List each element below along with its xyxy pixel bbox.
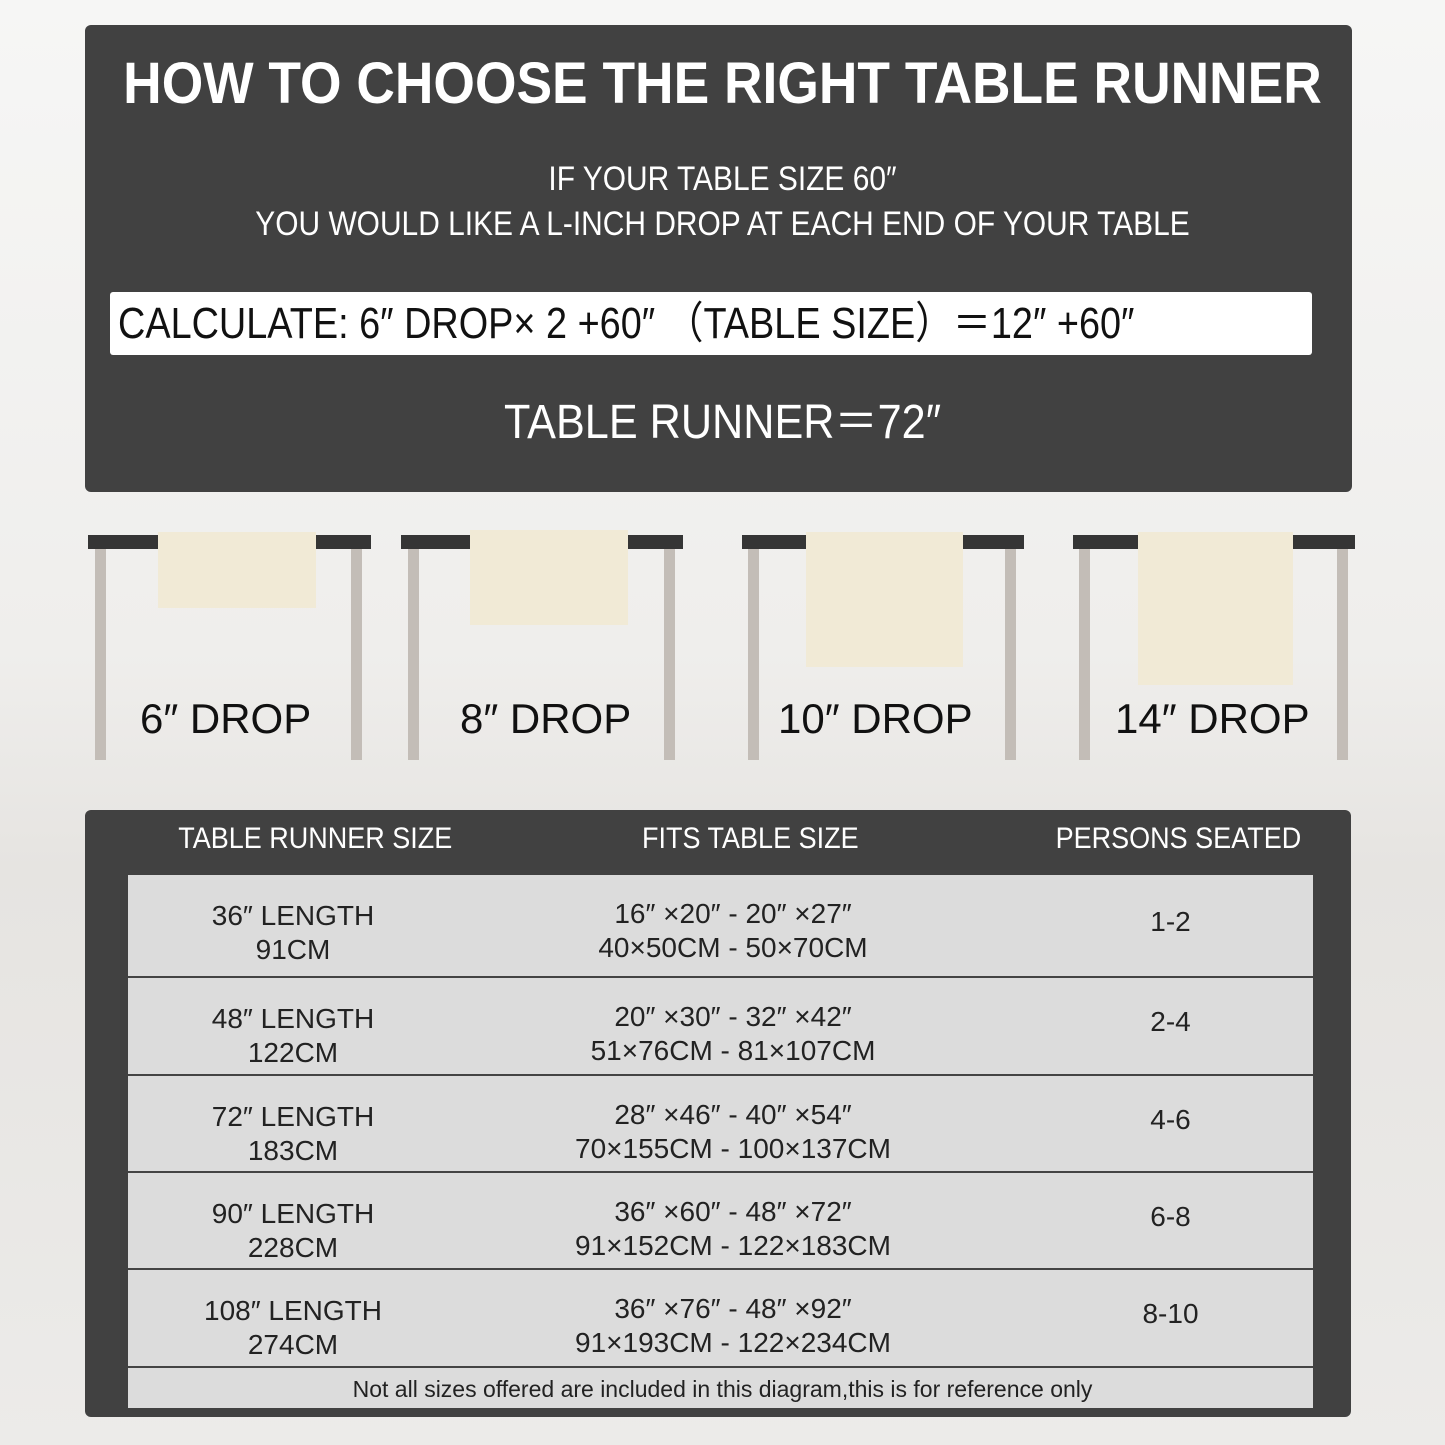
persons-seated: 2-4 (1150, 1006, 1191, 1037)
runner (470, 530, 628, 625)
runner-length-cm: 122CM (247, 1037, 339, 1068)
table-leg (1005, 549, 1016, 760)
table-leg (1079, 549, 1090, 760)
table-top (316, 535, 371, 549)
table-top (1293, 535, 1355, 549)
drop-label: 10″ DROP (778, 695, 973, 742)
table-leg (748, 549, 759, 760)
fits-size-cm: 70×155CM - 100×137CM (575, 1133, 891, 1164)
persons-seated: 1-2 (1150, 905, 1191, 937)
runner (1138, 532, 1293, 685)
table-top (1073, 535, 1138, 549)
table-row: 36″ LENGTH 91CM 16″ ×20″ - 20″ ×27″ 40×50CM… (128, 875, 1313, 978)
column-header-fits: FITS TABLE SIZE (642, 822, 859, 855)
drop-label: 8″ DROP (460, 695, 632, 742)
table-top (742, 535, 806, 549)
persons-seated: 8-10 (1142, 1298, 1199, 1329)
table-row: 108″ LENGTH 274CM 36″ ×76″ - 48″ ×92″ 91×19… (128, 1270, 1313, 1368)
drop-label: 6″ DROP (140, 695, 312, 742)
fits-size-inch: 20″ ×30″ - 32″ ×42″ (614, 1001, 852, 1032)
runner-length-cm: 228CM (247, 1232, 339, 1263)
table-top (628, 535, 683, 549)
fits-size-cm: 91×193CM - 122×234CM (575, 1327, 891, 1358)
table-row: 72″ LENGTH 183CM 28″ ×46″ - 40″ ×54″ 70×155… (128, 1076, 1313, 1173)
runner (806, 532, 963, 667)
table-row: 48″ LENGTH 122CM 20″ ×30″ - 32″ ×42″ 51×76C… (128, 978, 1313, 1076)
fits-size-inch: 36″ ×76″ - 48″ ×92″ (614, 1293, 852, 1324)
table-leg (351, 549, 362, 760)
table-top (401, 535, 470, 549)
calculation-box: CALCULATE: 6″ DROP× 2 +60″ （TABLE SIZE）＝… (110, 292, 1312, 355)
runner-length-cm: 274CM (247, 1329, 339, 1360)
runner-length-inch: 48″ LENGTH (211, 1003, 375, 1034)
table-leg (664, 549, 675, 760)
intro-line-2: YOU WOULD LIKE A L-INCH DROP AT EACH END… (255, 205, 1190, 243)
page-title: HOW TO CHOOSE THE RIGHT TABLE RUNNER (123, 51, 1322, 116)
runner (158, 532, 316, 608)
fits-size-inch: 28″ ×46″ - 40″ ×54″ (614, 1099, 852, 1130)
fits-size-cm: 51×76CM - 81×107CM (590, 1035, 876, 1066)
table-row: 90″ LENGTH 228CM 36″ ×60″ - 48″ ×72″ 91×152… (128, 1173, 1313, 1270)
fits-size-inch: 16″ ×20″ - 20″ ×27″ (614, 898, 852, 929)
table-top (88, 535, 158, 549)
fits-size-cm: 91×152CM - 122×183CM (575, 1230, 891, 1261)
runner-length-inch: 90″ LENGTH (211, 1198, 375, 1229)
runner-length-cm: 183CM (247, 1135, 339, 1166)
table-leg (408, 549, 419, 760)
persons-seated: 6-8 (1150, 1200, 1191, 1232)
calculation-text: CALCULATE: 6″ DROP× 2 +60″ （TABLE SIZE）＝… (118, 299, 1135, 348)
size-table: 36″ LENGTH 91CM 16″ ×20″ - 20″ ×27″ 40×50CM… (128, 875, 1313, 1408)
header-panel (85, 25, 1352, 492)
table-top (963, 535, 1024, 549)
runner-length-inch: 36″ LENGTH (211, 900, 375, 931)
fits-size-cm: 40×50CM - 50×70CM (598, 932, 868, 963)
runner-length-cm: 91CM (255, 934, 331, 965)
table-leg (1337, 549, 1348, 760)
column-header-runner-size: TABLE RUNNER SIZE (178, 822, 453, 855)
persons-seated: 4-6 (1150, 1103, 1191, 1135)
result-text: TABLE RUNNER＝72″ (503, 396, 942, 449)
column-header-persons: PERSONS SEATED (1055, 822, 1302, 855)
disclaimer-note: Not all sizes offered are included in th… (352, 1376, 1093, 1402)
intro-line-1: IF YOUR TABLE SIZE 60″ (548, 160, 897, 198)
drop-label: 14″ DROP (1115, 695, 1310, 742)
runner-length-inch: 108″ LENGTH (204, 1295, 382, 1326)
table-leg (95, 549, 106, 760)
fits-size-inch: 36″ ×60″ - 48″ ×72″ (614, 1196, 852, 1227)
runner-length-inch: 72″ LENGTH (211, 1101, 375, 1132)
